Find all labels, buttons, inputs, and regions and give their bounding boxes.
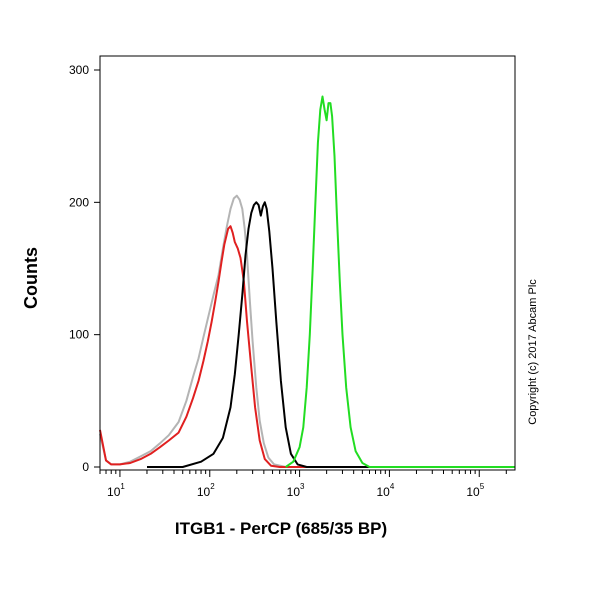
axis-ticks: 0 100 200 300 101 102 103 104 105 bbox=[69, 63, 507, 499]
x-tick-label: 102 bbox=[197, 482, 215, 499]
y-axis-title: Counts bbox=[21, 247, 41, 309]
y-tick-label: 300 bbox=[69, 63, 89, 77]
copyright-notice: Copyright (c) 2017 Abcam Plc bbox=[527, 279, 539, 425]
series-green-line bbox=[285, 95, 515, 468]
plot-frame bbox=[99, 55, 516, 471]
series-grey-line bbox=[99, 194, 515, 468]
series-red-line bbox=[99, 225, 515, 468]
y-tick-label: 200 bbox=[69, 195, 89, 209]
x-axis-title: ITGB1 - PerCP (685/35 BP) bbox=[175, 519, 387, 538]
y-tick-label: 0 bbox=[82, 460, 89, 474]
x-tick-label: 103 bbox=[287, 482, 305, 499]
x-tick-label: 101 bbox=[107, 482, 125, 499]
x-tick-label: 105 bbox=[466, 482, 484, 499]
series-black-line bbox=[147, 201, 515, 468]
chart-marks bbox=[99, 95, 515, 468]
y-tick-label: 100 bbox=[69, 328, 89, 342]
x-tick-label: 104 bbox=[377, 482, 395, 499]
